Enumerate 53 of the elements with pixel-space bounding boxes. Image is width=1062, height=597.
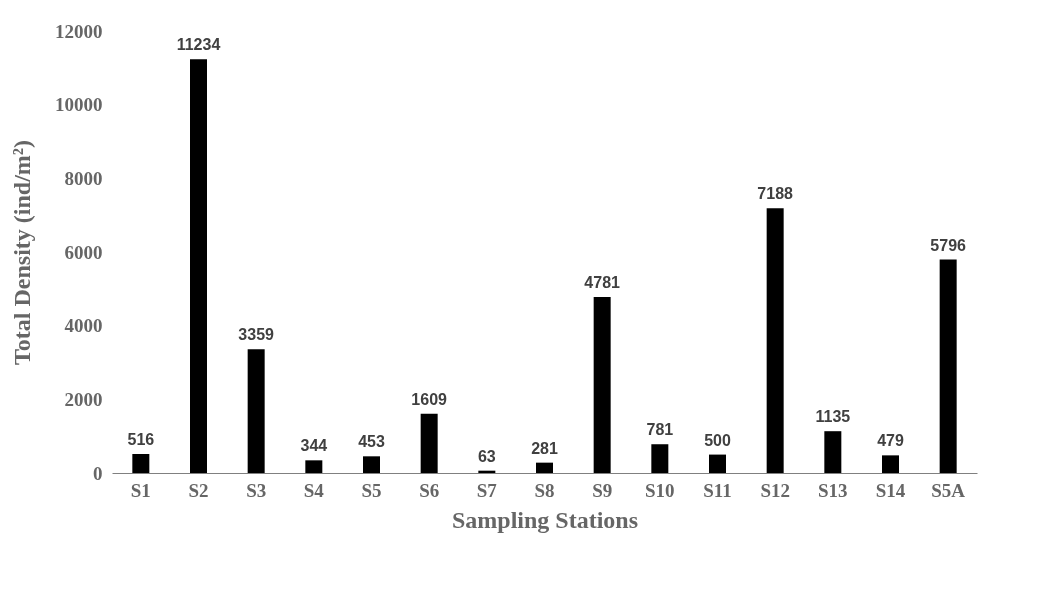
data-label: 516: [127, 430, 155, 448]
x-tick-label: S4: [303, 479, 325, 501]
y-tick-label: 10000: [55, 94, 103, 116]
x-tick-label: S11: [703, 479, 732, 501]
bar: [593, 296, 611, 473]
x-tick-label: S2: [188, 479, 209, 501]
x-tick-label: S5: [361, 479, 382, 501]
x-tick-label: S5A: [931, 479, 966, 501]
data-label: 11234: [176, 36, 221, 54]
data-label: 781: [646, 421, 674, 439]
x-tick-label: S12: [760, 479, 790, 501]
y-tick-label: 2000: [64, 388, 103, 410]
data-label: 4781: [584, 273, 621, 291]
bar: [305, 460, 323, 473]
x-tick-label: S1: [130, 479, 151, 501]
bar: [709, 454, 726, 473]
x-tick-label: S9: [592, 479, 613, 501]
data-label: 3359: [238, 326, 275, 344]
x-axis-title: Sampling Stations: [451, 506, 639, 533]
bar: [132, 453, 150, 473]
x-tick-label: S8: [534, 479, 555, 501]
data-label: 1135: [815, 408, 851, 426]
x-tick-label: S10: [645, 479, 675, 501]
bar: [190, 59, 207, 473]
y-tick-label: 6000: [64, 241, 103, 263]
bar: [766, 208, 784, 473]
bar: [939, 259, 957, 473]
data-label: 7188: [757, 185, 794, 203]
y-axis-title: Total Density (ind/m²): [9, 140, 35, 365]
data-label: 1609: [411, 390, 448, 408]
bar: [247, 349, 265, 473]
y-tick-label: 0: [93, 462, 103, 484]
x-tick-label: S13: [818, 479, 848, 501]
data-label: 479: [877, 432, 904, 450]
x-tick-label: S14: [875, 479, 906, 501]
bar: [363, 456, 380, 473]
x-tick-label: S3: [246, 479, 267, 501]
x-tick-label: S7: [476, 479, 498, 501]
y-tick-label: 8000: [64, 167, 103, 189]
x-tick-label: S6: [419, 479, 440, 501]
y-tick-label: 12000: [55, 20, 103, 42]
data-label: 281: [531, 439, 558, 457]
y-tick-label: 4000: [64, 315, 103, 337]
data-label: 500: [704, 431, 731, 449]
data-label: 63: [477, 447, 496, 465]
bar: [824, 431, 842, 473]
bar: [420, 413, 438, 473]
data-label: 344: [300, 437, 328, 455]
data-label: 453: [358, 433, 385, 451]
bar: [651, 444, 669, 473]
data-label: 5796: [930, 236, 967, 254]
bar: [882, 455, 899, 473]
bar: [536, 462, 553, 473]
